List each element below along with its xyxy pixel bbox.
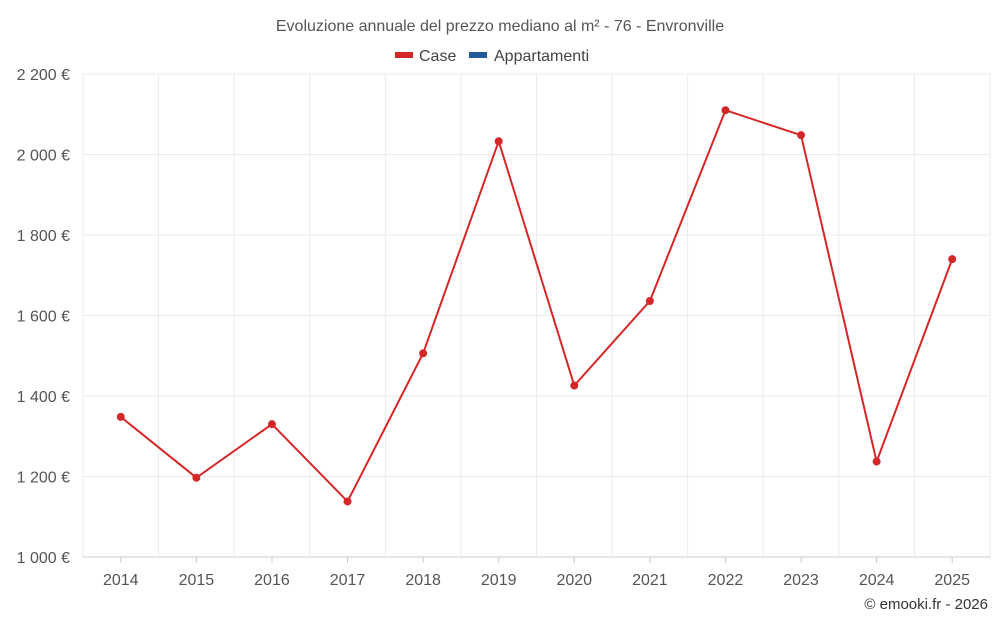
data-point[interactable]: [872, 457, 881, 466]
legend: Case Appartamenti: [395, 48, 589, 65]
legend-label-case: Case: [419, 48, 456, 65]
y-tick-label: 2 200 €: [17, 67, 70, 84]
x-tick-label: 2016: [254, 572, 290, 589]
legend-swatch-appartamenti: [469, 52, 487, 58]
x-tick-label: 2020: [556, 572, 592, 589]
series-layer: [116, 106, 957, 506]
y-tick-label: 1 600 €: [17, 309, 70, 326]
data-point[interactable]: [570, 381, 579, 390]
y-tick-label: 2 000 €: [17, 148, 70, 165]
data-point[interactable]: [419, 349, 428, 358]
legend-item-case[interactable]: Case: [395, 48, 456, 65]
legend-item-appartamenti[interactable]: Appartamenti: [469, 48, 589, 65]
data-point[interactable]: [267, 420, 276, 429]
credit-text: © emooki.fr - 2026: [864, 596, 988, 613]
x-tick-label: 2021: [632, 572, 668, 589]
y-tick-label: 1 200 €: [17, 470, 70, 487]
x-tick-label: 2019: [481, 572, 517, 589]
series-line: [120, 109, 954, 503]
data-point[interactable]: [116, 412, 125, 421]
data-point[interactable]: [645, 297, 654, 306]
data-point[interactable]: [721, 106, 730, 115]
y-tick-label: 1 800 €: [17, 228, 70, 245]
data-point[interactable]: [494, 137, 503, 146]
x-tick-label: 2023: [783, 572, 819, 589]
x-tick-label: 2024: [859, 572, 895, 589]
legend-swatch-case: [395, 52, 413, 58]
y-tick-label: 1 000 €: [17, 550, 70, 567]
x-axis-ticks: 2014 2015 2016 2017 2018 2019 2020 2021 2022 2023…: [103, 557, 970, 589]
x-tick-label: 2025: [934, 572, 970, 589]
y-axis-ticks: 1 000 € 1 200 € 1 400 € 1 600 € 1 800 € 2 000…: [17, 67, 70, 567]
x-tick-label: 2014: [103, 572, 139, 589]
x-tick-label: 2022: [708, 572, 744, 589]
x-tick-label: 2015: [179, 572, 215, 589]
data-point[interactable]: [797, 131, 806, 140]
data-point[interactable]: [948, 255, 957, 264]
y-tick-label: 1 400 €: [17, 389, 70, 406]
x-gridlines: [82, 74, 991, 557]
legend-label-appartamenti: Appartamenti: [494, 48, 589, 65]
data-point[interactable]: [343, 497, 352, 506]
x-tick-label: 2017: [330, 572, 366, 589]
chart-title: Evoluzione annuale del prezzo mediano al…: [276, 18, 724, 35]
data-point[interactable]: [192, 473, 201, 482]
x-tick-label: 2018: [405, 572, 441, 589]
